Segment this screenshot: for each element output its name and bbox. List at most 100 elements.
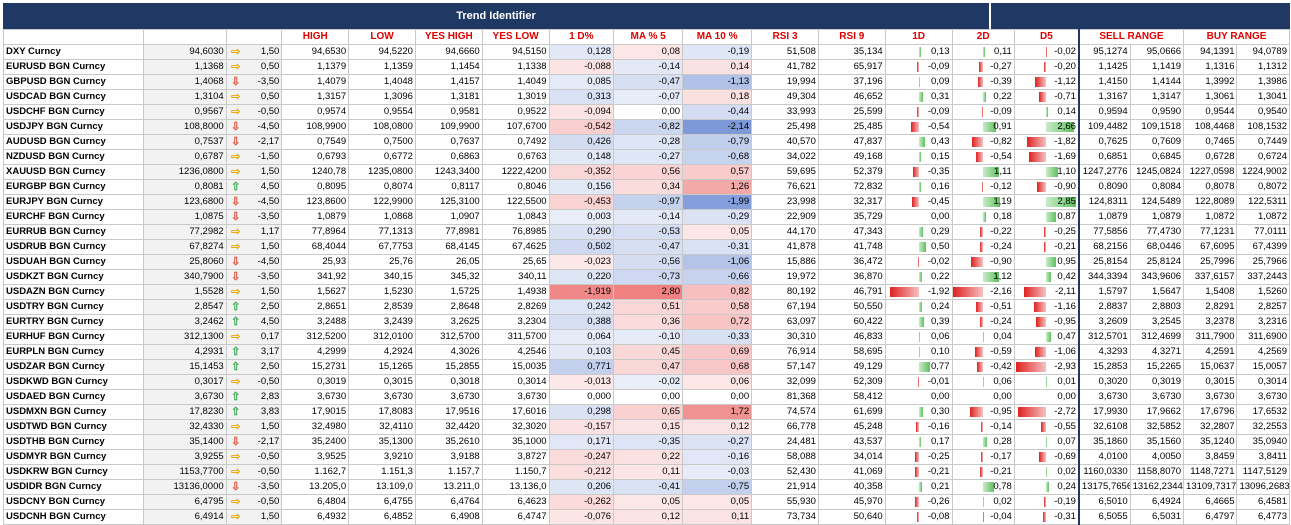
cell-1d-pct: -0,212 xyxy=(549,465,614,480)
cell-bar-c: -0,71 xyxy=(1014,90,1079,105)
last-price: 25,8060 xyxy=(144,255,226,270)
trend-value: 1,50 xyxy=(261,241,280,252)
cell-l: 1,1359 xyxy=(349,60,416,75)
cell-bar-c: 0,47 xyxy=(1014,330,1079,345)
sell-range-1: 312,5701 xyxy=(1079,330,1130,345)
sell-range-2: 1,3147 xyxy=(1130,90,1183,105)
header-buy-range: BUY RANGE xyxy=(1184,30,1290,45)
bar-value: -0,95 xyxy=(990,406,1012,417)
data-bar xyxy=(919,182,921,192)
bar-value: -0,51 xyxy=(990,301,1012,312)
cell-yl: 0,3014 xyxy=(482,375,549,390)
cell-bar-c: 0,87 xyxy=(1014,210,1079,225)
data-bar xyxy=(982,182,984,192)
buy-range-1: 4,2591 xyxy=(1184,345,1237,360)
trend-value: -4,50 xyxy=(258,196,280,207)
cell-bar-a: 0,06 xyxy=(885,330,952,345)
cell-l: 1.151,3 xyxy=(349,465,416,480)
cell-bar-c: -1,69 xyxy=(1014,150,1079,165)
instrument-name: USDCHF BGN Curncy xyxy=(4,105,144,120)
sell-range-1: 0,9594 xyxy=(1079,105,1130,120)
data-bar xyxy=(1034,302,1046,312)
sell-range-2: 13162,2344 xyxy=(1130,480,1183,495)
data-bar xyxy=(912,197,919,207)
cell-bar-b: -0,59 xyxy=(952,345,1014,360)
cell-yl: 35,1000 xyxy=(482,435,549,450)
bar-value: 0,04 xyxy=(993,331,1012,342)
data-bar xyxy=(983,212,986,222)
cell-yh: 0,9581 xyxy=(415,105,482,120)
header-0: HIGH xyxy=(282,30,349,45)
buy-range-1: 0,7465 xyxy=(1184,135,1237,150)
instrument-name: EURCHF BGN Curncy xyxy=(4,210,144,225)
cell-rsi9: 45,248 xyxy=(818,420,885,435)
buy-range-1: 0,9544 xyxy=(1184,105,1237,120)
cell-h: 0,9574 xyxy=(282,105,349,120)
trend-score: ⇨-0,50 xyxy=(226,375,282,390)
bar-value: -1,92 xyxy=(928,286,950,297)
buy-range-1: 1,1316 xyxy=(1184,60,1237,75)
sell-range-2: 3,6730 xyxy=(1130,390,1183,405)
sell-range-2: 1,5647 xyxy=(1130,285,1183,300)
cell-1d-pct: -1,919 xyxy=(549,285,614,300)
cell-bar-c: -0,21 xyxy=(1014,240,1079,255)
trend-score: ⇨1,17 xyxy=(226,225,282,240)
bar-value: 0,09 xyxy=(931,76,950,87)
cell-1d-pct: 0,313 xyxy=(549,90,614,105)
bar-value: 0,22 xyxy=(931,271,950,282)
cell-bar-a: 0,77 xyxy=(885,360,952,375)
cell-rsi3: 66,778 xyxy=(752,420,819,435)
header-name xyxy=(4,30,144,45)
bar-value: 0,91 xyxy=(993,121,1012,132)
buy-range-2: 1,0872 xyxy=(1237,210,1290,225)
bar-value: 0,21 xyxy=(931,481,950,492)
cell-l: 67,7753 xyxy=(349,240,416,255)
sell-range-1: 17,9930 xyxy=(1079,405,1130,420)
cell-1d-pct: 0,206 xyxy=(549,480,614,495)
cell-ma5: 0,36 xyxy=(614,315,683,330)
buy-range-1: 94,1391 xyxy=(1184,45,1237,60)
last-price: 77,2982 xyxy=(144,225,226,240)
data-bar xyxy=(919,332,920,342)
sell-range-2: 17,9662 xyxy=(1130,405,1183,420)
cell-bar-b: 0,11 xyxy=(952,45,1014,60)
cell-1d-pct: -0,262 xyxy=(549,495,614,510)
cell-ma5: 0,47 xyxy=(614,360,683,375)
up-arrow-icon: ⇧ xyxy=(229,300,243,314)
bar-value: 2,66 xyxy=(1057,121,1076,132)
bar-value: -0,54 xyxy=(990,151,1012,162)
data-bar xyxy=(1035,77,1047,87)
cell-l: 13.109,0 xyxy=(349,480,416,495)
cell-rsi9: 49,129 xyxy=(818,360,885,375)
cell-h: 2,8651 xyxy=(282,300,349,315)
cell-rsi3: 19,972 xyxy=(752,270,819,285)
cell-h: 13.205,0 xyxy=(282,480,349,495)
cell-l: 0,6772 xyxy=(349,150,416,165)
cell-bar-a: 0,00 xyxy=(885,390,952,405)
cell-yh: 4,3026 xyxy=(415,345,482,360)
cell-ma5: -0,14 xyxy=(614,60,683,75)
cell-ma10: -0,79 xyxy=(683,135,752,150)
cell-bar-c: -0,31 xyxy=(1014,510,1079,525)
bar-value: -0,45 xyxy=(928,196,950,207)
cell-bar-b: 0,28 xyxy=(952,435,1014,450)
trend-value: -0,50 xyxy=(258,496,280,507)
data-bar xyxy=(1046,437,1047,447)
sell-range-2: 109,1518 xyxy=(1130,120,1183,135)
cell-yh: 1,4157 xyxy=(415,75,482,90)
instrument-name: EURTRY BGN Curncy xyxy=(4,315,144,330)
cell-yh: 345,32 xyxy=(415,270,482,285)
last-price: 0,8081 xyxy=(144,180,226,195)
sell-range-2: 1,0879 xyxy=(1130,210,1183,225)
cell-rsi9: 34,014 xyxy=(818,450,885,465)
cell-ma5: 0,34 xyxy=(614,180,683,195)
cell-rsi3: 44,170 xyxy=(752,225,819,240)
sell-range-2: 124,5489 xyxy=(1130,195,1183,210)
cell-yl: 311,5700 xyxy=(482,330,549,345)
sheet-title: Trend Identifier xyxy=(3,3,989,29)
data-bar xyxy=(1027,137,1046,147)
cell-h: 123,8600 xyxy=(282,195,349,210)
bar-value: -0,27 xyxy=(990,61,1012,72)
